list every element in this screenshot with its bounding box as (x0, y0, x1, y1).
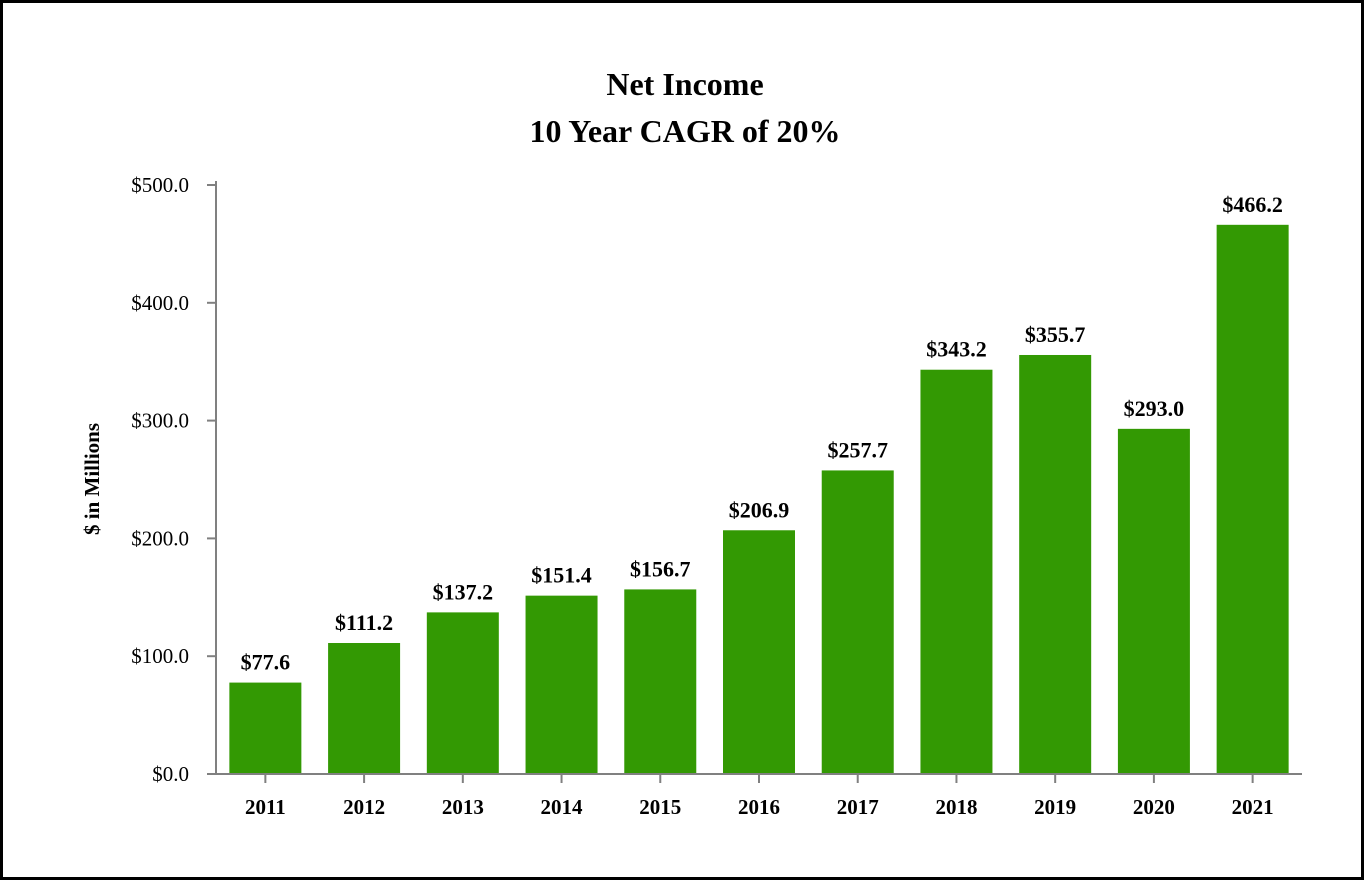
y-axis: $0.0 $100.0 $200.0 $300.0 $400.0 $500.0 (131, 173, 217, 786)
bar-chart: Net Income 10 Year CAGR of 20% $ in Mill… (80, 66, 1302, 819)
bar (1117, 428, 1190, 774)
bar (821, 470, 894, 774)
y-tick-label: $500.0 (131, 173, 189, 197)
x-tick-label: 2021 (1232, 795, 1274, 819)
bar (426, 612, 499, 774)
bar-value-label: $151.4 (531, 563, 592, 588)
bar (525, 595, 598, 774)
bar-value-label: $293.0 (1124, 396, 1185, 421)
x-tick-label: 2020 (1133, 795, 1175, 819)
x-tick-label: 2019 (1034, 795, 1076, 819)
chart-title: Net Income (606, 66, 763, 102)
y-tick-label: $0.0 (152, 762, 189, 786)
bar-value-label: $257.7 (827, 437, 888, 462)
y-tick-label: $400.0 (131, 291, 189, 315)
bar-value-label: $156.7 (630, 556, 691, 581)
bar-value-label: $355.7 (1025, 322, 1086, 347)
x-tick-label: 2014 (541, 795, 584, 819)
y-tick-label: $300.0 (131, 409, 189, 433)
bar (723, 530, 795, 774)
bar-value-label: $206.9 (729, 497, 790, 522)
bar (1019, 354, 1092, 774)
x-tick-label: 2018 (935, 795, 977, 819)
x-tick-label: 2013 (442, 795, 484, 819)
x-tick-label: 2011 (245, 795, 286, 819)
bar-value-label: $466.2 (1222, 192, 1283, 217)
bar-value-label: $137.2 (433, 579, 494, 604)
bar (1216, 224, 1289, 774)
y-axis-label: $ in Millions (80, 423, 104, 535)
chart-subtitle: 10 Year CAGR of 20% (529, 113, 840, 149)
bars: $77.6 $111.2 $137.2 $151.4 $156.7 $206.9 $257.… (229, 192, 1289, 774)
bar-value-label: $343.2 (926, 337, 987, 362)
bar (624, 589, 697, 774)
y-tick-label: $200.0 (131, 526, 189, 550)
bar-value-label: $111.2 (335, 610, 393, 635)
bar (920, 369, 993, 774)
x-axis: 2011 2012 2013 2014 2015 2016 2017 2018 2019 2020… (216, 773, 1302, 819)
x-tick-label: 2012 (343, 795, 385, 819)
bar (229, 682, 302, 774)
bar-value-label: $77.6 (241, 650, 291, 675)
x-tick-label: 2016 (738, 795, 780, 819)
y-tick-label: $100.0 (131, 644, 189, 668)
bar (328, 643, 401, 774)
x-tick-label: 2017 (837, 795, 879, 819)
x-tick-label: 2015 (639, 795, 681, 819)
